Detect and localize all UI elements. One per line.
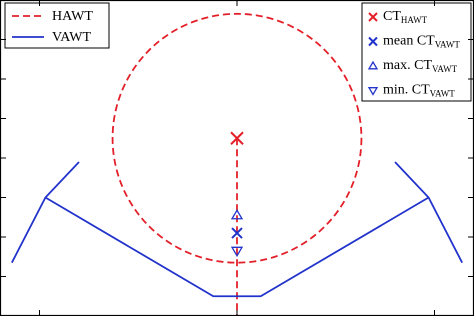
legend-label-sub: VAWT <box>435 40 461 50</box>
series-line <box>11 161 463 298</box>
plot-area <box>11 12 463 316</box>
marker <box>230 246 244 258</box>
legend-label-main: max. CT <box>383 58 432 73</box>
legend-box <box>361 2 472 102</box>
marker <box>367 87 379 96</box>
legend-label-main: mean CT <box>383 34 435 49</box>
marker <box>230 208 244 220</box>
legend-label: VAWT <box>52 30 92 45</box>
marker <box>231 227 243 239</box>
legend-box <box>4 2 110 49</box>
legend-label-main: min. CT <box>383 83 430 98</box>
legend-label: max. CTVAWT <box>383 58 458 74</box>
rotor-circle <box>111 12 363 264</box>
legend-label: CTHAWT <box>383 9 428 25</box>
marker <box>368 36 378 47</box>
legend-label-sub: VAWT <box>430 89 456 99</box>
legend-label-sub: HAWT <box>401 15 428 25</box>
marker <box>230 131 244 145</box>
legend-label: HAWT <box>52 9 93 24</box>
legend-label: mean CTVAWT <box>383 34 460 50</box>
legend-label: min. CTVAWT <box>383 83 455 99</box>
legend-label-main: CT <box>383 9 401 24</box>
marker <box>368 12 378 22</box>
legend-label-sub: VAWT <box>432 64 458 74</box>
marker <box>367 60 379 70</box>
